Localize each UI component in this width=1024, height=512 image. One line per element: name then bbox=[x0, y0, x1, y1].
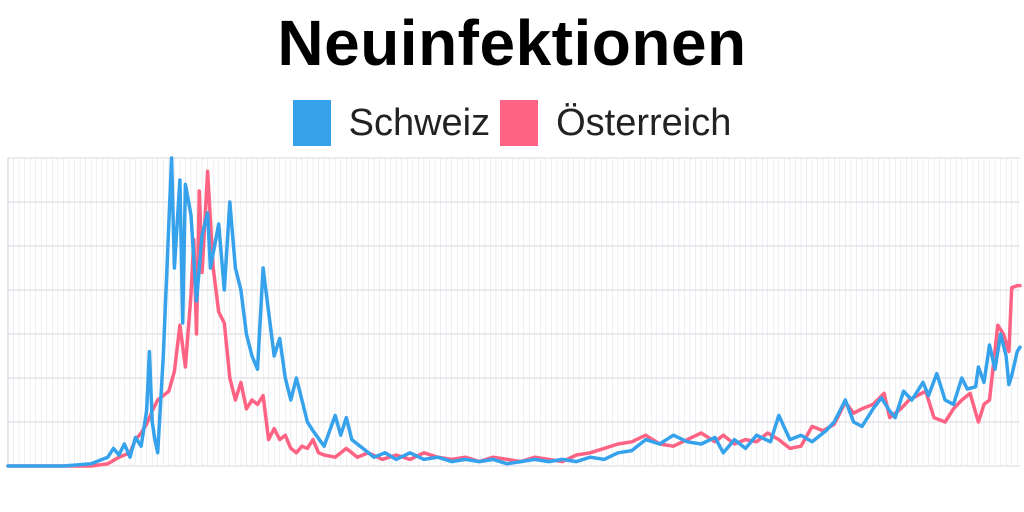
chart-legend: Schweiz Österreich bbox=[0, 100, 1024, 146]
series-line-schweiz[interactable] bbox=[6, 156, 1022, 468]
series-layer bbox=[6, 156, 1022, 468]
vertical-gridlines bbox=[7, 158, 1018, 466]
legend-swatch-osterreich bbox=[500, 100, 539, 146]
legend-label-osterreich: Österreich bbox=[556, 101, 732, 144]
legend-item-schweiz[interactable]: Schweiz bbox=[292, 100, 491, 146]
legend-item-osterreich[interactable]: Österreich bbox=[500, 100, 731, 146]
legend-label-schweiz: Schweiz bbox=[348, 101, 491, 144]
horizontal-gridlines bbox=[7, 157, 1020, 467]
line-chart bbox=[6, 156, 1022, 468]
chart-title: Neuinfektionen bbox=[277, 7, 747, 79]
legend-swatch-schweiz bbox=[292, 100, 331, 146]
